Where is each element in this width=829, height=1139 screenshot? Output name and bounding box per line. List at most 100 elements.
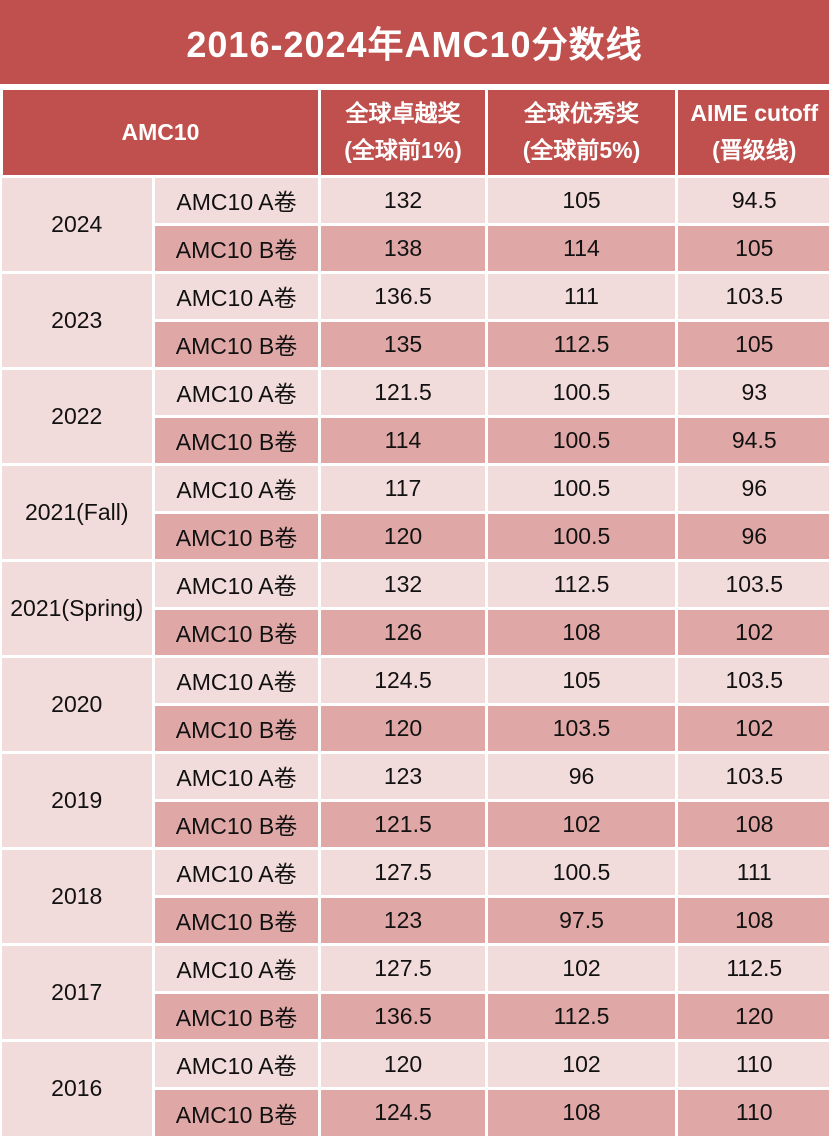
aime-cutoff-score: 110 [675,1086,829,1136]
table-row: 2016 AMC10 A卷 120 102 110 [1,1038,829,1136]
paper-label: AMC10 B卷 [152,894,321,946]
aime-cutoff-score: 103.5 [675,558,829,610]
distinction-score: 100.5 [485,366,678,418]
paper-label: AMC10 B卷 [152,798,321,850]
paper-label: AMC10 A卷 [152,1038,321,1090]
distinction-score: 102 [485,942,678,994]
paper-label: AMC10 B卷 [152,318,321,370]
paper-label: AMC10 B卷 [152,222,321,274]
distinction-score: 96 [485,750,678,802]
table-row: AMC10 B卷 121.5 102 108 [2,798,829,850]
paper-label: AMC10 A卷 [152,558,321,610]
excellence-score: 127.5 [318,846,488,898]
aime-cutoff-score: 93 [675,366,829,418]
distinction-score: 102 [485,798,678,850]
aime-cutoff-score: 105 [675,318,829,370]
aime-cutoff-score: 108 [675,798,829,850]
distinction-score: 100.5 [485,414,678,466]
table-row: AMC10 B卷 138 114 105 [2,222,829,274]
table-row: 2019 AMC10 A卷 123 96 103.5 [1,750,829,850]
excellence-score: 120 [318,1038,488,1090]
paper-label: AMC10 A卷 [152,654,321,706]
distinction-score: 112.5 [485,990,678,1042]
year-cell: 2017 [1,942,155,1042]
year-cell: 2022 [1,366,155,466]
header-distinction-title: 全球优秀奖 [524,100,639,127]
paper-label: AMC10 B卷 [152,606,321,658]
excellence-score: 117 [318,462,488,514]
excellence-score: 132 [318,174,488,226]
aime-cutoff-score: 96 [675,462,829,514]
header-distinction-subtitle: (全球前5%) [522,137,641,164]
table-header-row: AMC10 全球卓越奖 (全球前1%) 全球优秀奖 (全球前5%) AIME c… [0,90,829,178]
distinction-score: 102 [485,1038,678,1090]
year-cell: 2023 [1,270,155,370]
aime-cutoff-score: 112.5 [675,942,829,994]
excellence-score: 123 [318,750,488,802]
paper-label: AMC10 B卷 [152,702,321,754]
aime-cutoff-score: 96 [675,510,829,562]
aime-cutoff-score: 94.5 [675,174,829,226]
distinction-score: 105 [485,654,678,706]
distinction-score: 112.5 [485,318,678,370]
distinction-score: 100.5 [485,510,678,562]
excellence-score: 135 [318,318,488,370]
paper-label: AMC10 B卷 [152,510,321,562]
distinction-score: 114 [485,222,678,274]
excellence-score: 127.5 [318,942,488,994]
distinction-score: 108 [485,1086,678,1136]
paper-label: AMC10 A卷 [152,174,321,226]
aime-cutoff-score: 103.5 [675,750,829,802]
excellence-score: 120 [318,510,488,562]
distinction-score: 111 [485,270,678,322]
header-excellence-award: 全球卓越奖 (全球前1%) [318,90,488,178]
year-cell: 2020 [1,654,155,754]
table-row: 2020 AMC10 A卷 124.5 105 103.5 [1,654,829,754]
paper-label: AMC10 A卷 [152,846,321,898]
distinction-score: 100.5 [485,462,678,514]
excellence-score: 124.5 [318,1086,488,1136]
header-amc10: AMC10 [0,90,321,178]
excellence-score: 123 [318,894,488,946]
table-row: AMC10 B卷 136.5 112.5 120 [2,990,829,1042]
header-aime-subtitle: (晋级线) [712,137,797,164]
table-row: AMC10 B卷 126 108 102 [2,606,829,658]
excellence-score: 120 [318,702,488,754]
excellence-score: 136.5 [318,270,488,322]
page-title: 2016-2024年AMC10分数线 [0,0,829,84]
table-row: 2021(Spring) AMC10 A卷 132 112.5 103.5 [1,558,829,658]
paper-label: AMC10 B卷 [152,990,321,1042]
score-table-body: 2024 AMC10 A卷 132 105 94.5 AMC10 B卷 138 114 105 2… [1,174,829,1136]
paper-label: AMC10 A卷 [152,366,321,418]
header-excellence-title: 全球卓越奖 [345,100,461,127]
paper-label: AMC10 B卷 [152,414,321,466]
excellence-score: 114 [318,414,488,466]
distinction-score: 97.5 [485,894,678,946]
distinction-score: 105 [485,174,678,226]
year-cell: 2018 [1,846,155,946]
aime-cutoff-score: 103.5 [675,654,829,706]
table-row: AMC10 B卷 123 97.5 108 [2,894,829,946]
table-row: 2022 AMC10 A卷 121.5 100.5 93 [1,366,829,466]
distinction-score: 108 [485,606,678,658]
year-cell: 2021(Spring) [1,558,155,658]
distinction-score: 103.5 [485,702,678,754]
paper-label: AMC10 A卷 [152,942,321,994]
aime-cutoff-score: 102 [675,606,829,658]
excellence-score: 136.5 [318,990,488,1042]
header-aime-title: AIME cutoff [690,100,819,127]
table-row: AMC10 B卷 114 100.5 94.5 [2,414,829,466]
header-distinction-award: 全球优秀奖 (全球前5%) [485,90,678,178]
paper-label: AMC10 A卷 [152,462,321,514]
paper-label: AMC10 A卷 [152,270,321,322]
table-row: AMC10 B卷 120 100.5 96 [2,510,829,562]
paper-label: AMC10 A卷 [152,750,321,802]
year-cell: 2019 [1,750,155,850]
distinction-score: 112.5 [485,558,678,610]
header-excellence-subtitle: (全球前1%) [344,137,462,164]
distinction-score: 100.5 [485,846,678,898]
excellence-score: 132 [318,558,488,610]
header-aime-cutoff: AIME cutoff (晋级线) [675,90,829,178]
year-cell: 2024 [1,174,155,274]
year-cell: 2016 [1,1038,155,1136]
